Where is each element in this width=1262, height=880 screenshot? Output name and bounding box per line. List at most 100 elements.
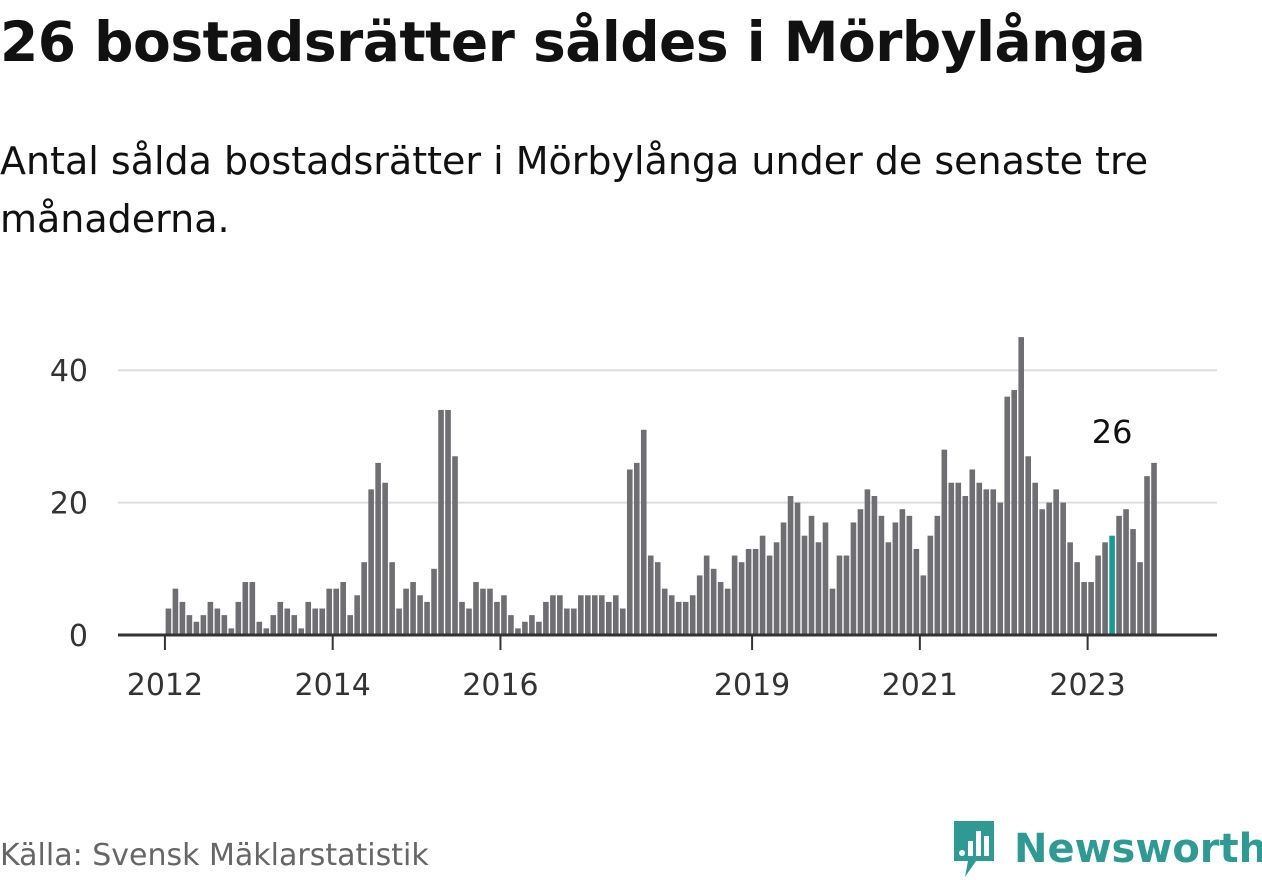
bar — [1074, 562, 1080, 635]
bar — [878, 515, 885, 635]
bar — [843, 555, 850, 635]
bar — [1053, 489, 1059, 635]
annotations: 26 — [1092, 413, 1133, 451]
bar — [1102, 542, 1108, 635]
bar — [675, 601, 682, 635]
bar — [256, 621, 263, 635]
bar — [550, 595, 556, 635]
bar — [661, 588, 668, 635]
bar-highlight — [1109, 535, 1115, 635]
bar — [857, 509, 864, 635]
bar — [172, 588, 179, 635]
bar — [682, 601, 689, 635]
bar — [487, 588, 493, 635]
bar — [801, 535, 808, 635]
bar — [1032, 482, 1038, 635]
bar — [445, 409, 451, 635]
x-tick-label: 2021 — [882, 668, 958, 700]
bar — [773, 542, 780, 635]
bar — [822, 522, 829, 635]
bar — [536, 621, 542, 635]
bar — [731, 555, 738, 635]
y-axis-labels: 0 20 40 — [50, 354, 88, 654]
bar — [717, 582, 724, 635]
bar — [1060, 502, 1066, 635]
bar — [1018, 337, 1025, 635]
bar — [920, 575, 927, 635]
bar — [480, 588, 486, 635]
bar — [1123, 509, 1129, 635]
bar — [1130, 529, 1136, 635]
bar — [291, 615, 298, 635]
bar — [766, 555, 773, 635]
bar — [633, 462, 640, 635]
bar — [976, 482, 983, 635]
bar — [983, 489, 990, 635]
bar — [319, 608, 326, 635]
bar — [850, 522, 857, 635]
bar — [557, 595, 563, 635]
bar — [361, 562, 367, 635]
bar — [599, 595, 605, 635]
bar — [585, 595, 591, 635]
x-axis-labels: 2012 2014 2016 2019 2021 2023 — [127, 668, 1126, 700]
chart-title: 26 bostadsrätter såldes i Mörbylånga — [0, 10, 1146, 74]
bar — [668, 595, 675, 635]
bar — [431, 568, 437, 635]
bar — [1088, 582, 1094, 635]
bar — [892, 522, 899, 635]
bar — [564, 608, 570, 635]
bar — [522, 621, 528, 635]
bar — [410, 582, 416, 635]
bar — [913, 548, 920, 635]
bar — [899, 509, 906, 635]
bar — [780, 522, 787, 635]
bar — [710, 568, 717, 635]
bar — [165, 608, 172, 635]
newsworthy-logo-icon — [954, 821, 994, 877]
bar — [200, 615, 207, 635]
bar — [962, 495, 969, 635]
bar — [242, 582, 249, 635]
bar — [1081, 582, 1087, 635]
bar — [494, 601, 500, 635]
bar — [501, 595, 507, 635]
bar — [864, 489, 871, 635]
bar — [382, 482, 388, 635]
bar — [647, 555, 654, 635]
bar — [508, 615, 514, 635]
bar — [214, 608, 221, 635]
bar — [1144, 476, 1150, 635]
y-tick-label: 0 — [69, 619, 88, 654]
y-tick-label: 20 — [50, 487, 88, 522]
bar — [1011, 390, 1018, 635]
bar — [703, 555, 710, 635]
x-tick-label: 2012 — [127, 668, 203, 700]
brand-logo: Newsworthy — [950, 818, 1262, 880]
bar — [459, 601, 465, 635]
bar — [1004, 396, 1011, 635]
bar — [578, 595, 584, 635]
bar — [619, 608, 626, 635]
x-tick-label: 2016 — [462, 668, 538, 700]
bar — [263, 628, 270, 635]
bar — [466, 608, 472, 635]
x-tick-label: 2014 — [295, 668, 371, 700]
bar — [654, 562, 661, 635]
bar — [990, 489, 997, 635]
bar — [934, 515, 941, 635]
bar — [438, 409, 444, 635]
bar — [375, 462, 381, 635]
bar — [955, 482, 962, 635]
bar — [193, 621, 200, 635]
bar — [906, 515, 913, 635]
bar — [1039, 509, 1045, 635]
bar — [759, 535, 766, 635]
bar — [612, 595, 619, 635]
bar — [228, 628, 235, 635]
bar — [354, 595, 360, 635]
bar — [997, 502, 1004, 635]
brand-name: Newsworthy — [1014, 826, 1262, 872]
bar — [829, 588, 836, 635]
bar — [340, 582, 346, 635]
